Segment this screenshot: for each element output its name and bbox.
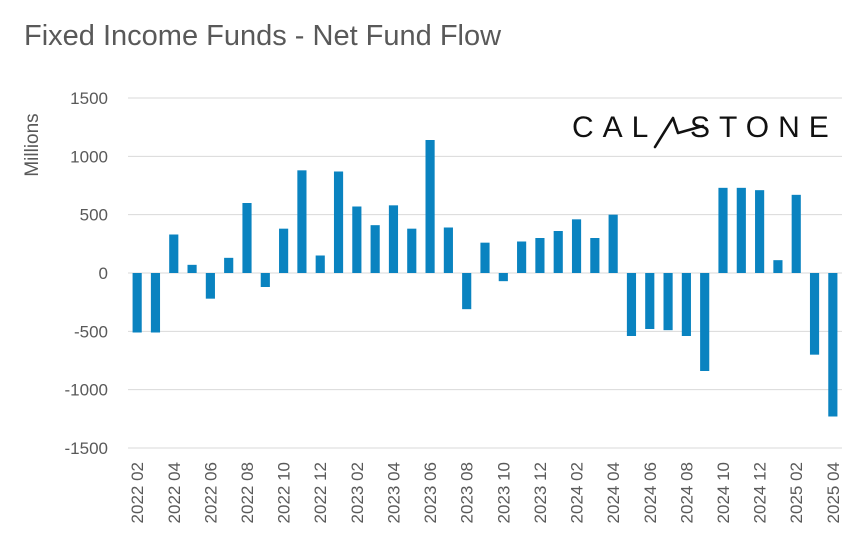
x-tick-labels: 2022 02 2022 04 2022 06 2022 08 2022 10 2022 …: [128, 462, 843, 523]
bar-2024-09: [700, 273, 710, 371]
bar-2023-08: [462, 273, 472, 310]
bar-2022-09: [260, 273, 270, 287]
bar-2024-12: [755, 190, 765, 273]
chart-title: Fixed Income Funds - Net Fund Flow: [24, 20, 502, 52]
bar-2024-07: [663, 273, 673, 331]
y-tick-label: -500: [74, 322, 108, 341]
bar-2022-05: [187, 264, 197, 273]
x-tick-label: 2024 12: [751, 462, 770, 523]
bar-2024-03: [590, 238, 600, 273]
bar-2023-03: [370, 225, 380, 273]
bar-2022-07: [224, 257, 234, 273]
bar-2025-04: [828, 273, 838, 417]
x-tick-label: 2023 02: [348, 462, 367, 523]
x-tick-label: 2025 04: [824, 462, 843, 523]
bar-2023-09: [480, 242, 490, 273]
bar-2023-01: [333, 171, 344, 273]
y-tick-label: -1000: [65, 381, 108, 400]
x-tick-label: 2022 04: [165, 462, 184, 523]
x-tick-label: 2024 02: [568, 462, 587, 523]
bar-2022-11: [297, 170, 307, 273]
bar-2023-06: [425, 140, 435, 273]
y-tick-label: 1500: [70, 89, 108, 108]
calastone-logo: CAL STONE: [572, 111, 838, 149]
x-tick-label: 2022 06: [201, 462, 220, 523]
bar-2024-06: [645, 273, 655, 329]
bar-2025-03: [809, 273, 820, 355]
x-tick-label: 2023 12: [531, 462, 550, 523]
bar-2025-02: [791, 194, 801, 273]
bar-2023-02: [352, 206, 362, 273]
bar-2023-12: [535, 238, 545, 273]
bar-2022-03: [150, 273, 161, 333]
x-tick-label: 2023 08: [458, 462, 477, 523]
bar-2022-10: [279, 228, 289, 273]
x-tick-label: 2023 06: [421, 462, 440, 523]
x-tick-label: 2022 10: [275, 462, 294, 523]
bar-2024-01: [553, 231, 563, 273]
bar-2022-04: [169, 234, 179, 273]
x-tick-label: 2022 02: [128, 462, 147, 523]
bar-2024-08: [681, 273, 691, 336]
y-tick-label: 0: [99, 264, 108, 283]
y-tick-label: 1000: [70, 147, 108, 166]
y-tick-label: -1500: [65, 439, 108, 458]
bar-2022-08: [242, 203, 252, 273]
bar-2023-07: [443, 227, 453, 273]
x-tick-label: 2023 10: [494, 462, 513, 523]
bar-2022-06: [205, 273, 215, 299]
y-tick-labels: 1500 1000 500 0 -500 -1000 -1500: [65, 89, 108, 458]
x-tick-label: 2022 12: [311, 462, 330, 523]
bar-2024-10: [718, 187, 728, 273]
x-tick-label: 2024 08: [677, 462, 696, 523]
bar-2024-02: [571, 219, 582, 273]
bar-2023-05: [407, 228, 417, 273]
bar-2025-01: [773, 260, 783, 273]
bar-series: [132, 140, 838, 417]
bar-2022-02: [132, 273, 142, 333]
bar-2024-05: [626, 273, 637, 336]
x-tick-label: 2024 06: [641, 462, 660, 523]
y-tick-label: 500: [80, 206, 108, 225]
bar-2023-04: [388, 205, 399, 273]
x-tick-label: 2024 04: [604, 462, 623, 523]
x-tick-label: 2022 08: [238, 462, 257, 523]
bar-2023-11: [517, 241, 527, 273]
bar-2022-12: [315, 255, 325, 273]
x-tick-label: 2024 10: [714, 462, 733, 523]
x-tick-label: 2025 02: [787, 462, 806, 523]
bar-2023-10: [498, 273, 508, 282]
logo-text-right: STONE: [690, 111, 838, 144]
logo-mark-icon: [653, 116, 705, 149]
x-tick-label: 2023 04: [384, 462, 403, 523]
bar-2024-11: [736, 187, 746, 273]
logo-text-left: CAL: [572, 111, 657, 144]
y-axis-title: Millions: [22, 113, 43, 176]
bar-2024-04: [608, 214, 618, 273]
